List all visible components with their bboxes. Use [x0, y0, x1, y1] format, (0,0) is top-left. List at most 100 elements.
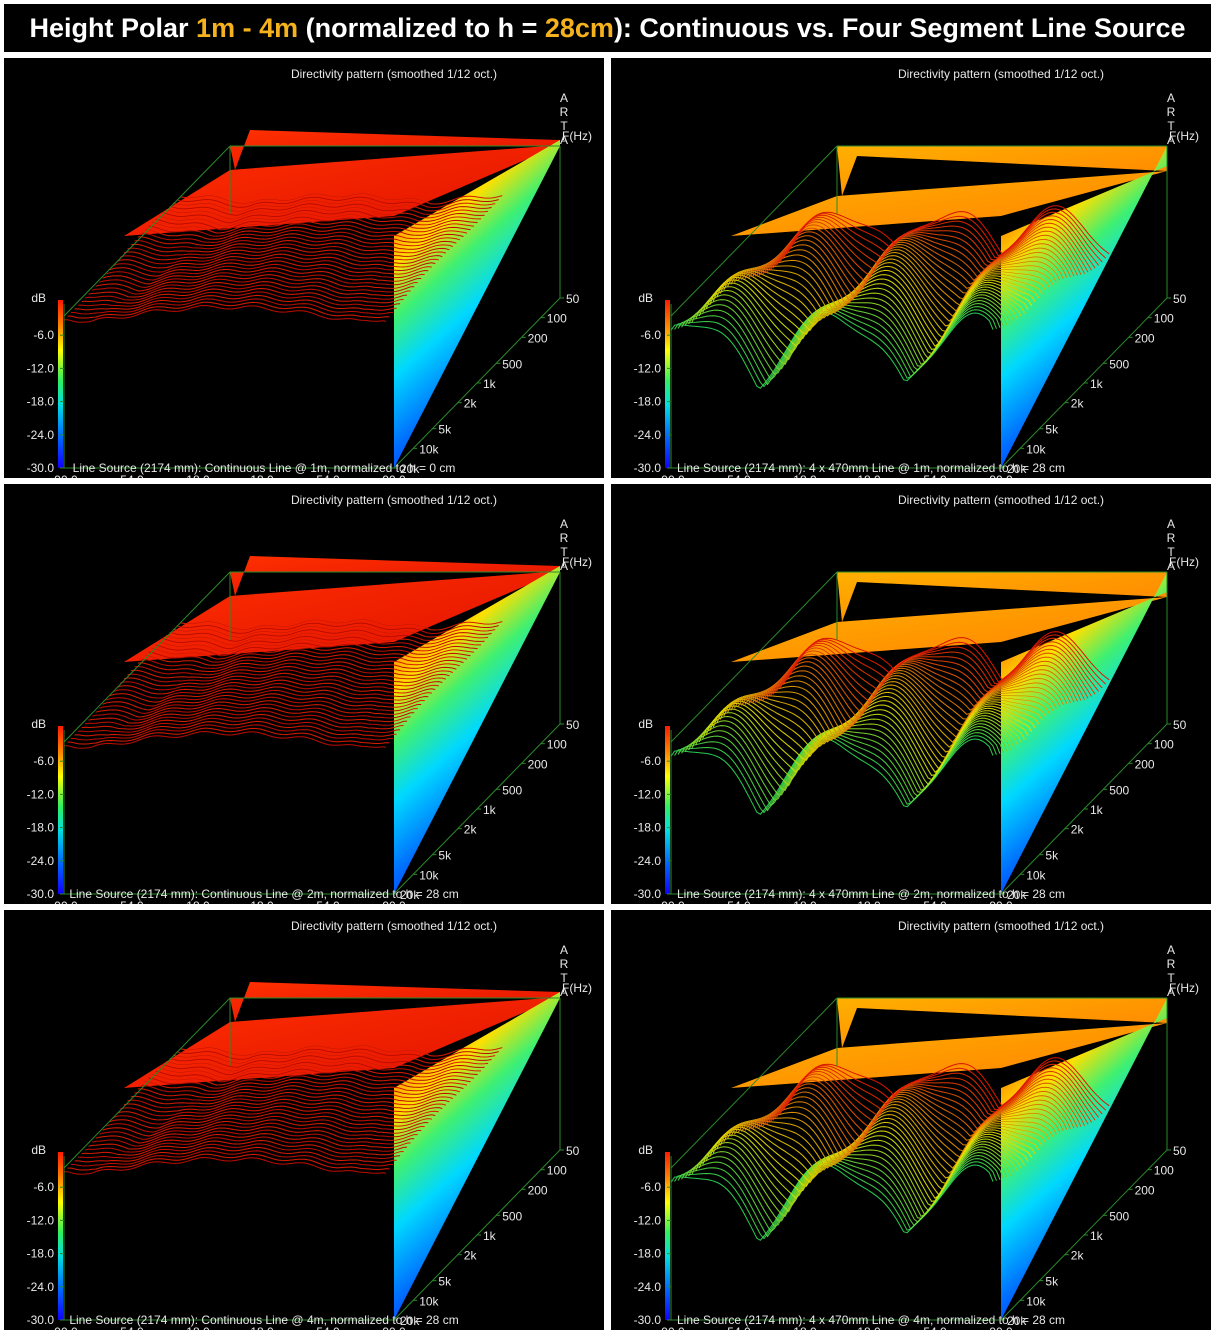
axis-box-edge: [670, 145, 838, 317]
arta-watermark-letter: A: [560, 985, 568, 999]
surface-plateau: [837, 572, 1167, 622]
x-tick-label: 18.0: [250, 1325, 274, 1330]
frequency-slice-line: [674, 1161, 997, 1240]
directivity-chart-panel: Directivity pattern (smoothed 1/12 oct.)…: [4, 910, 604, 1330]
y-tick-label: -12.0: [27, 787, 55, 801]
db-color-bar: [58, 300, 63, 468]
x-tick-label: 90.0: [989, 1325, 1013, 1330]
z-tick-label: 50: [566, 718, 580, 732]
z-tick-label: 2k: [464, 1249, 478, 1263]
z-tick-label: 500: [1109, 1209, 1129, 1223]
z-tick-label: 50: [566, 1144, 580, 1158]
frequency-slice-line: [688, 297, 1012, 370]
y-tick-label: -30.0: [27, 1313, 55, 1327]
z-tick-label: 500: [1109, 357, 1129, 371]
arta-watermark-letter: R: [1167, 105, 1176, 119]
directivity-chart-panel: Directivity pattern (smoothed 1/12 oct.)…: [4, 484, 604, 904]
y-tick-label: -18.0: [634, 1247, 662, 1261]
z-tick-label: 50: [566, 292, 580, 306]
z-tick-label: 20k: [1007, 1314, 1027, 1328]
x-tick-label: 90.0: [989, 473, 1013, 478]
axis-box-edge: [63, 571, 231, 743]
z-tick-label: 10k: [419, 442, 439, 456]
y-tick-label: -6.0: [640, 1180, 661, 1194]
x-tick-label: -90.0: [50, 1325, 78, 1330]
directivity-chart-panel: Directivity pattern (smoothed 1/12 oct.)…: [4, 58, 604, 478]
z-tick-label: 200: [1135, 1183, 1155, 1197]
y-tick-label: -18.0: [27, 1247, 55, 1261]
y-tick-label: -6.0: [33, 1180, 54, 1194]
z-tick-label: 20k: [400, 1314, 420, 1328]
frequency-slice-line: [85, 284, 408, 301]
arta-watermark-letter: T: [1167, 545, 1175, 559]
y-tick-label: -18.0: [27, 821, 55, 835]
x-tick-label: -90.0: [657, 899, 685, 904]
x-tick-label: 18.0: [857, 1325, 881, 1330]
y-axis-label: dB: [638, 717, 653, 731]
z-tick-label: 500: [502, 783, 522, 797]
x-tick-label: -90.0: [50, 899, 78, 904]
z-tick-label: 2k: [1071, 1249, 1085, 1263]
z-tick-label: 100: [1154, 1164, 1174, 1178]
chart-caption: Line Source (2174 mm): 4 x 470mm Line @ …: [677, 461, 1065, 475]
directivity-chart: Directivity pattern (smoothed 1/12 oct.)…: [27, 493, 592, 904]
z-axis-label: F(Hz): [1169, 981, 1199, 995]
chart-title: Directivity pattern (smoothed 1/12 oct.): [898, 67, 1104, 81]
arta-watermark-letter: A: [560, 559, 568, 573]
x-tick-label: -90.0: [657, 473, 685, 478]
y-axis-label: dB: [31, 1143, 46, 1157]
frequency-slice-line: [85, 1136, 408, 1153]
arta-watermark-letter: A: [1167, 943, 1175, 957]
frequency-side-face: [1001, 146, 1167, 468]
y-tick-label: -24.0: [27, 1280, 55, 1294]
x-tick-label: -54.0: [116, 1325, 144, 1330]
z-tick-label: 5k: [1045, 1275, 1059, 1289]
z-tick-label: 10k: [419, 1294, 439, 1308]
z-axis-label: F(Hz): [1169, 555, 1199, 569]
frequency-slice-line: [85, 710, 408, 727]
x-tick-label: -18.0: [789, 1325, 817, 1330]
title-normalization-height: 28cm: [544, 13, 614, 43]
y-tick-label: -12.0: [634, 361, 662, 375]
z-tick-label: 50: [1173, 718, 1187, 732]
y-tick-label: -30.0: [634, 1313, 662, 1327]
z-tick-label: 2k: [464, 397, 478, 411]
z-tick-label: 200: [528, 331, 548, 345]
frequency-slice-line: [674, 735, 997, 814]
z-tick-label: 2k: [1071, 397, 1085, 411]
frequency-slice-line: [88, 281, 411, 298]
y-tick-label: -24.0: [634, 854, 662, 868]
chart-title: Directivity pattern (smoothed 1/12 oct.): [291, 919, 497, 933]
chart-title: Directivity pattern (smoothed 1/12 oct.): [898, 919, 1104, 933]
arta-watermark-letter: R: [560, 531, 569, 545]
x-tick-label: 90.0: [382, 899, 406, 904]
arta-watermark-letter: T: [560, 545, 568, 559]
arta-watermark-letter: T: [1167, 119, 1175, 133]
z-tick-label: 500: [1109, 783, 1129, 797]
z-tick-label: 20k: [400, 462, 420, 476]
title-part-5: ): Continuous vs. Four Segment Line Sour…: [613, 13, 1186, 43]
y-axis-label: dB: [638, 1143, 653, 1157]
z-tick-label: 100: [547, 738, 567, 752]
x-tick-label: 18.0: [250, 899, 274, 904]
x-tick-label: 54.0: [316, 1325, 340, 1330]
arta-watermark-letter: A: [1167, 91, 1175, 105]
arta-watermark-letter: T: [1167, 971, 1175, 985]
y-tick-label: -6.0: [640, 754, 661, 768]
directivity-chart-panel: Directivity pattern (smoothed 1/12 oct.)…: [611, 910, 1211, 1330]
z-tick-label: 200: [1135, 757, 1155, 771]
z-axis-label: F(Hz): [562, 555, 592, 569]
z-tick-label: 1k: [1090, 803, 1104, 817]
surface-plateau: [837, 998, 1167, 1048]
z-tick-label: 1k: [483, 1229, 497, 1243]
z-tick-label: 100: [1154, 312, 1174, 326]
surface-plateau: [230, 982, 560, 1022]
frequency-slice-line: [674, 309, 997, 388]
title-part-1: Height Polar: [29, 13, 197, 43]
x-tick-label: 54.0: [923, 1325, 947, 1330]
x-tick-label: 18.0: [857, 899, 881, 904]
directivity-chart: Directivity pattern (smoothed 1/12 oct.)…: [634, 919, 1199, 1330]
arta-watermark-letter: R: [560, 957, 569, 971]
y-tick-label: -24.0: [634, 428, 662, 442]
z-tick-label: 500: [502, 1209, 522, 1223]
